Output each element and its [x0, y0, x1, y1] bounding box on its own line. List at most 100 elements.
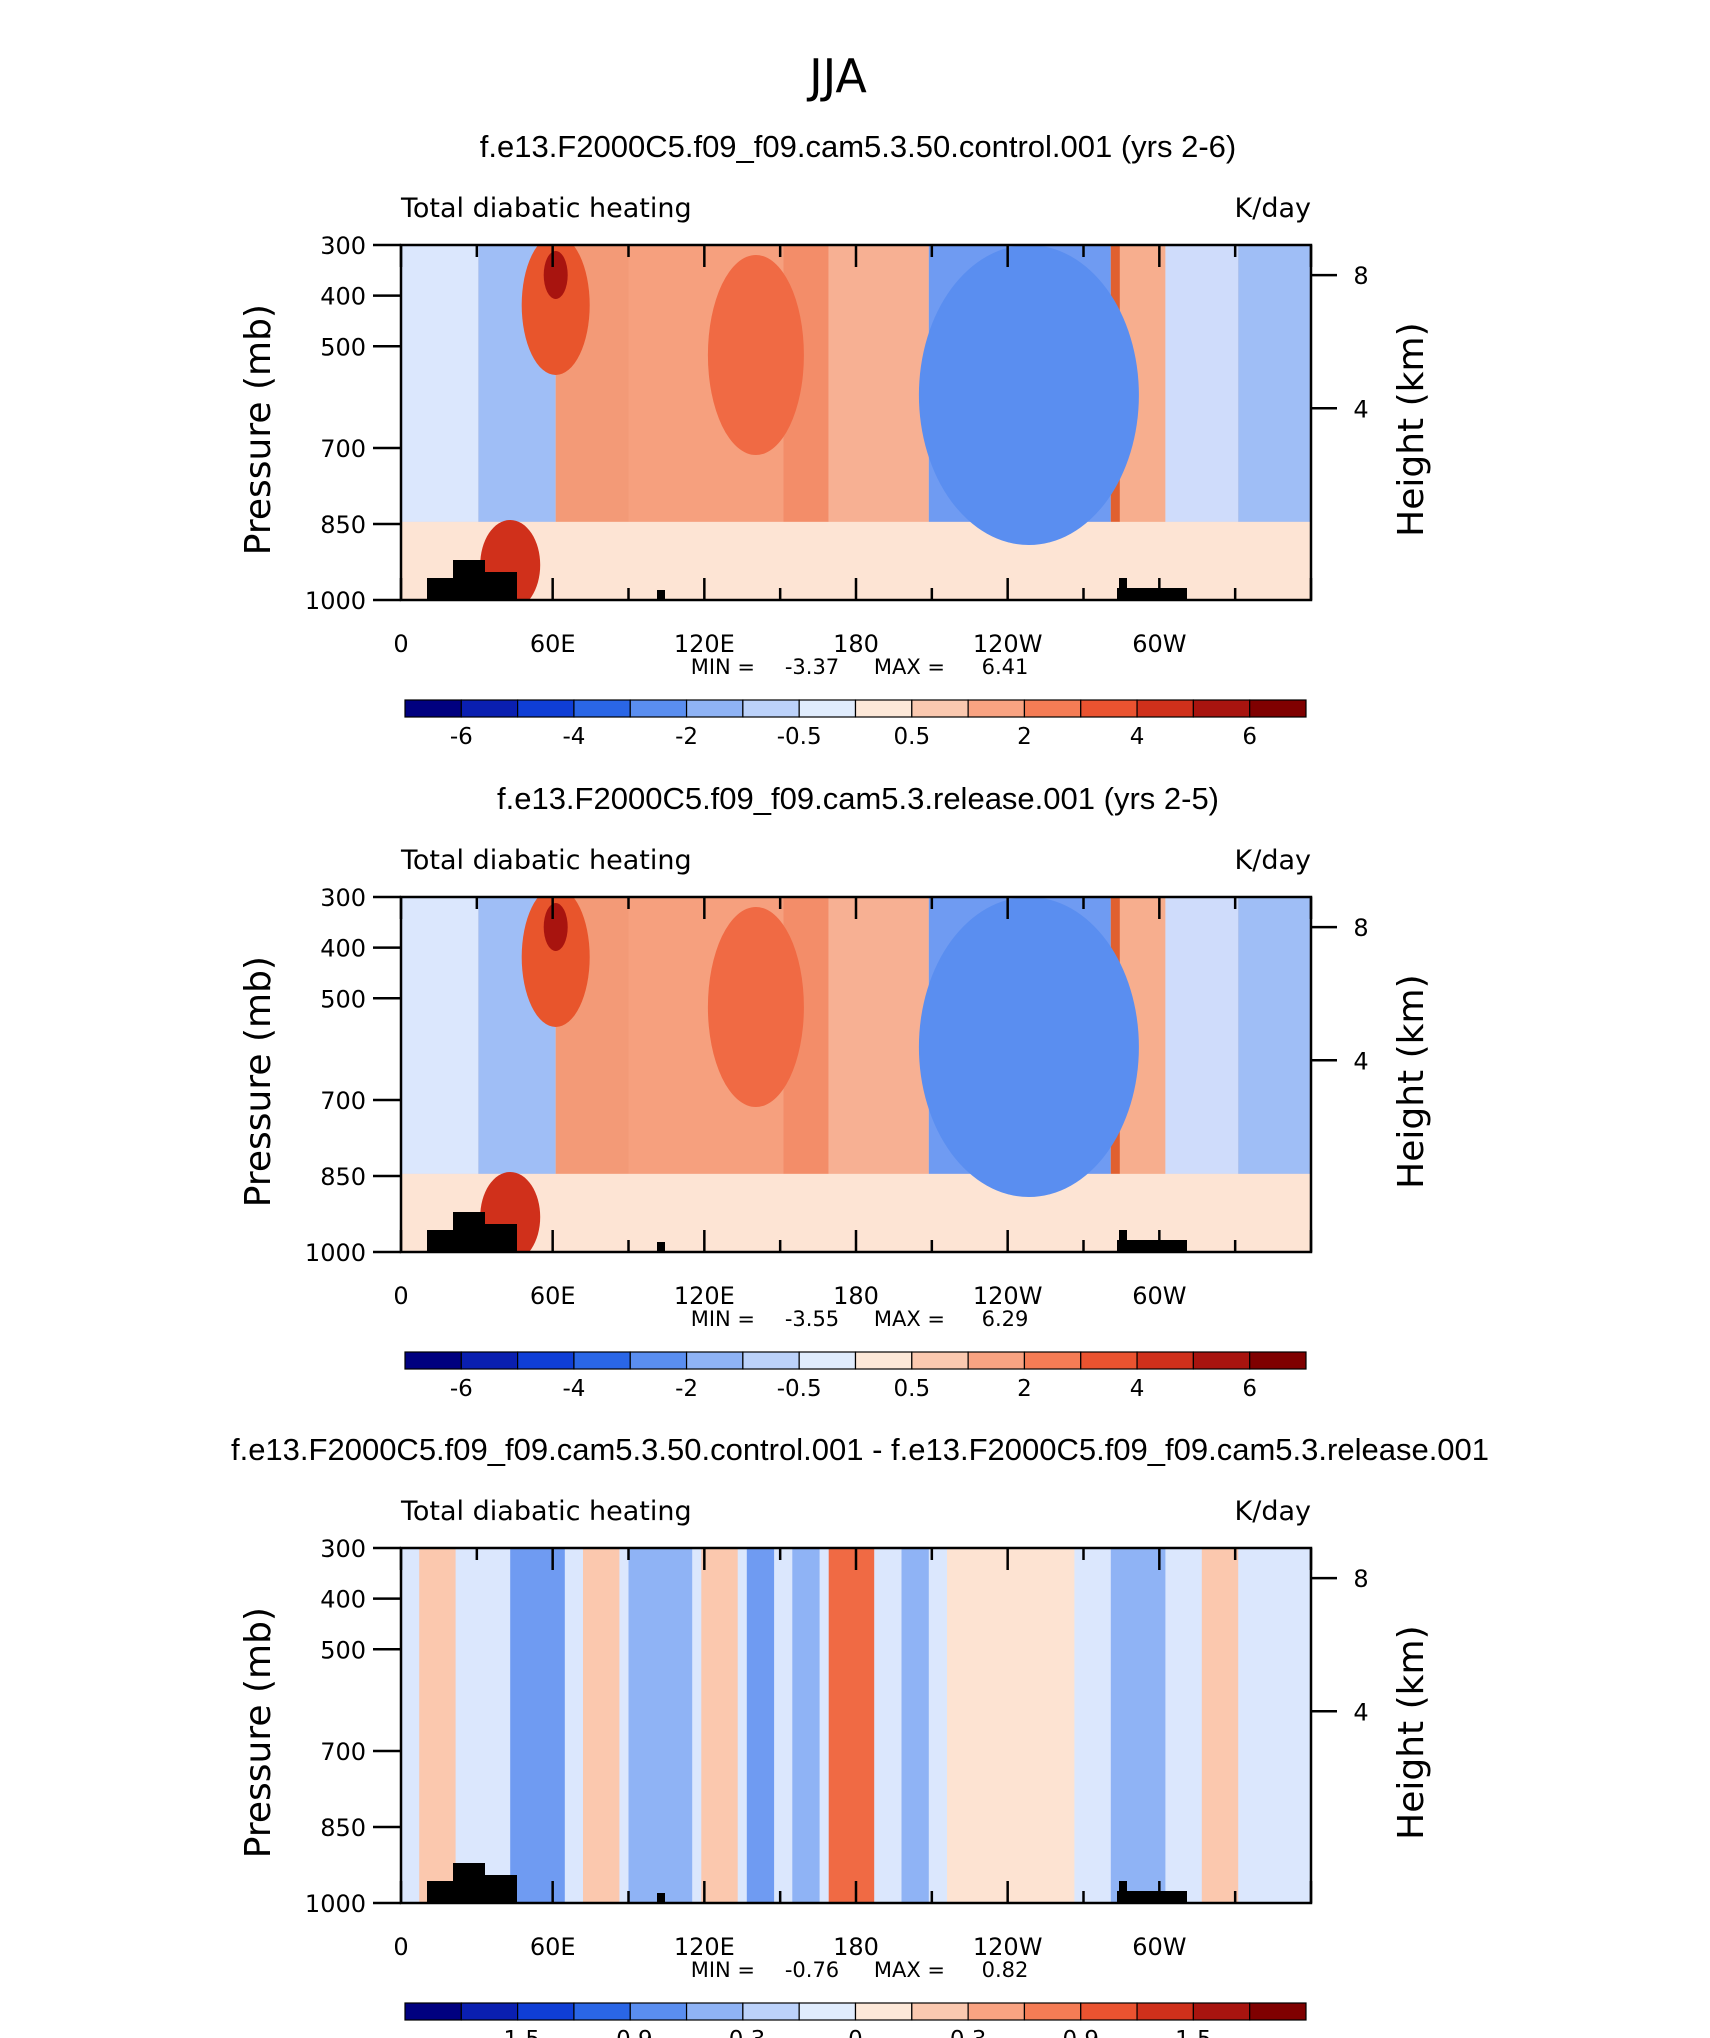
x-tick-label: 180 — [833, 1282, 879, 1310]
y-axis-title: Pressure (mb) — [238, 956, 279, 1207]
colorbar-box — [798, 1351, 857, 1370]
max-value: 6.41 — [982, 655, 1029, 679]
colorbar-label: -2 — [675, 1376, 698, 1402]
colorbar-label: 6 — [1242, 724, 1257, 750]
x-tick-label: 180 — [833, 1933, 879, 1961]
colorbar-box — [1249, 2002, 1307, 2021]
field-region — [401, 245, 479, 522]
field-region — [746, 1548, 775, 1903]
x-tick-label: 180 — [833, 630, 879, 658]
chart-panel-1: f.e13.F2000C5.f09_f09.cam5.3.50.control.… — [238, 129, 1432, 750]
colorbar-box — [404, 1351, 462, 1370]
colorbar-box — [1023, 2002, 1082, 2021]
variable-label: Total diabatic heating — [400, 845, 692, 876]
heating-core — [543, 903, 568, 951]
colorbar-box — [854, 699, 913, 718]
x-tick-label: 120W — [973, 1282, 1043, 1310]
colorbar-box — [1023, 699, 1082, 718]
orography — [1119, 1881, 1127, 1903]
colorbar-label: -0.9 — [608, 2027, 653, 2038]
colorbar-box — [1080, 2002, 1138, 2021]
colorbar-box — [742, 1351, 800, 1370]
colorbar-label: 0.5 — [894, 1376, 931, 1402]
colorbar-label: 2 — [1017, 724, 1032, 750]
orography — [1119, 1230, 1127, 1252]
heatmap-field — [401, 1548, 1311, 1903]
field-region — [901, 1548, 929, 1903]
panel-title: f.e13.F2000C5.f09_f09.cam5.3.50.control.… — [231, 1432, 1489, 1467]
colorbar-box — [742, 2002, 800, 2021]
field-region — [401, 897, 479, 1174]
colorbar-label: -0.5 — [777, 724, 822, 750]
orography — [427, 1881, 458, 1903]
x-tick-label: 60E — [530, 1282, 576, 1310]
colorbar-label: -1.5 — [495, 2027, 540, 2038]
colorbar-box — [1192, 2002, 1251, 2021]
colorbar-box — [1192, 1351, 1251, 1370]
colorbar-label: 0 — [848, 2027, 863, 2038]
min-label: MIN = — [691, 1307, 755, 1331]
colorbar-box — [911, 699, 969, 718]
colorbar-box — [967, 2002, 1026, 2021]
colorbar-label: 0.9 — [1062, 2027, 1099, 2038]
orography — [1117, 1891, 1187, 1903]
max-label: MAX = — [874, 1958, 945, 1982]
panel-title: f.e13.F2000C5.f09_f09.cam5.3.release.001… — [497, 781, 1219, 816]
colorbar-box — [460, 2002, 519, 2021]
variable-label: Total diabatic heating — [400, 193, 692, 224]
y-tick-label: 700 — [320, 435, 366, 463]
colorbar-box — [1080, 1351, 1138, 1370]
y-tick-label: 500 — [320, 333, 366, 361]
y-tick-label: 400 — [320, 283, 366, 311]
y-tick-label: 850 — [320, 1814, 366, 1842]
colorbar-box — [573, 2002, 631, 2021]
variable-label: Total diabatic heating — [400, 1496, 692, 1527]
heatmap-field — [401, 897, 1311, 1252]
orography — [479, 584, 509, 600]
colorbar-box — [854, 1351, 913, 1370]
chart-panel-3: f.e13.F2000C5.f09_f09.cam5.3.50.control.… — [231, 1432, 1489, 2038]
colorbar-label: 1.5 — [1175, 2027, 1212, 2038]
colorbar-label: 4 — [1130, 724, 1145, 750]
colorbar-box — [685, 1351, 744, 1370]
units-label: K/day — [1235, 1496, 1311, 1527]
field-region — [828, 245, 929, 522]
y-tick-label: 400 — [320, 1586, 366, 1614]
x-tick-label: 0 — [393, 1282, 408, 1310]
y-tick-label: 300 — [320, 232, 366, 260]
chart-panel-2: f.e13.F2000C5.f09_f09.cam5.3.release.001… — [238, 781, 1432, 1402]
x-tick-label: 60E — [530, 1933, 576, 1961]
colorbar-box — [404, 699, 462, 718]
colorbar-box — [460, 1351, 519, 1370]
min-value: -3.55 — [785, 1307, 839, 1331]
field-region — [583, 1548, 620, 1903]
heating-maximum — [707, 907, 804, 1107]
heating-core — [543, 251, 568, 299]
field-region — [1165, 245, 1239, 522]
y2-tick-label: 8 — [1353, 914, 1368, 942]
colorbar-label: -0.3 — [720, 2027, 765, 2038]
y-axis-title: Pressure (mb) — [238, 304, 279, 555]
y2-tick-label: 4 — [1353, 395, 1368, 423]
field-region — [1110, 1548, 1166, 1903]
colorbar-box — [1192, 699, 1251, 718]
cooling-region — [918, 245, 1139, 545]
min-value: -3.37 — [785, 655, 839, 679]
y-tick-label: 850 — [320, 511, 366, 539]
max-label: MAX = — [874, 1307, 945, 1331]
units-label: K/day — [1235, 193, 1311, 224]
field-region — [1238, 245, 1311, 522]
colorbar-box — [460, 699, 519, 718]
colorbar-box — [517, 2002, 575, 2021]
figure-title: JJA — [806, 49, 867, 103]
colorbar: -6 -4 -2 -0.5 0.5 2 4 6 — [404, 1351, 1307, 1402]
orography — [479, 1887, 509, 1903]
colorbar-box — [911, 2002, 969, 2021]
y2-tick-label: 4 — [1353, 1047, 1368, 1075]
x-tick-label: 60W — [1132, 1933, 1186, 1961]
colorbar-box — [629, 699, 688, 718]
colorbar-box — [517, 699, 575, 718]
colorbar-box — [967, 699, 1026, 718]
cooling-region — [918, 897, 1139, 1197]
x-tick-label: 0 — [393, 630, 408, 658]
